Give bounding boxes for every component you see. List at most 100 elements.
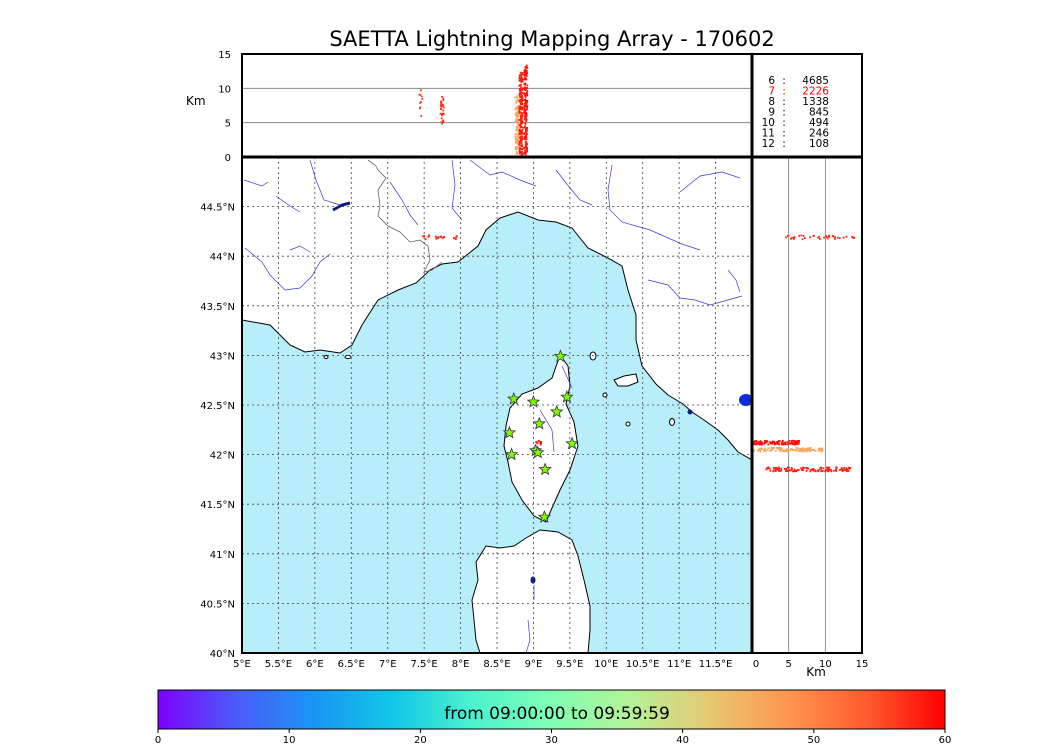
side-source-point	[778, 440, 781, 442]
map-source-point	[427, 235, 430, 238]
side-source-point	[820, 467, 823, 470]
side-source-point	[817, 236, 819, 239]
top-source-point	[521, 135, 523, 138]
top-source-point	[525, 92, 528, 95]
station-star-icon	[507, 391, 521, 405]
side-source-point	[796, 440, 799, 443]
top-source-point	[520, 79, 523, 82]
top-source-point	[518, 140, 521, 143]
top-source-point	[521, 137, 523, 139]
top-source-point	[520, 86, 523, 89]
top-source-point	[525, 118, 528, 120]
side-source-point	[821, 447, 824, 450]
top-source-point	[515, 99, 518, 102]
top-source-point	[515, 114, 518, 116]
count-separator: :	[782, 86, 786, 98]
side-source-point	[776, 442, 779, 445]
top-source-point	[419, 93, 422, 96]
colorbar-tick-label: 20	[414, 735, 427, 746]
top-source-point	[518, 94, 521, 97]
side-source-point	[775, 442, 778, 445]
side-source-point	[821, 448, 824, 451]
side-source-point	[775, 441, 778, 444]
side-source-point	[809, 236, 811, 239]
side-source-point	[851, 236, 854, 238]
top-source-point	[442, 109, 445, 112]
top-source-point	[521, 128, 524, 131]
side-source-point	[821, 449, 824, 452]
side-source-point	[818, 449, 821, 452]
top-source-point	[525, 143, 528, 146]
top-source-point	[519, 147, 522, 150]
top-source-point	[519, 119, 522, 122]
count-separator: :	[782, 96, 786, 108]
top-source-point	[521, 89, 523, 92]
map-xtick-label: 9°E	[525, 659, 543, 670]
top-source-point	[523, 88, 525, 91]
map-ytick-label: 44°N	[210, 252, 235, 263]
side-source-point	[806, 449, 808, 452]
side-source-point	[787, 448, 790, 451]
side-source-point	[840, 468, 843, 471]
top-source-point	[514, 120, 517, 123]
top-source-point	[520, 139, 523, 142]
map-xtick-label: 5°E	[233, 659, 251, 670]
top-source-point	[515, 119, 518, 121]
top-source-point	[520, 87, 522, 90]
side-source-point	[791, 467, 793, 470]
top-source-point	[524, 70, 526, 73]
top-source-point	[526, 106, 529, 109]
top-source-point	[518, 143, 521, 146]
side-source-point	[826, 466, 829, 469]
side-source-point	[824, 234, 827, 237]
side-source-point	[800, 234, 803, 237]
side-source-point	[776, 440, 779, 443]
top-source-point	[439, 107, 442, 110]
top-source-point	[523, 132, 526, 135]
side-source-point	[754, 443, 756, 446]
top-source-point	[516, 96, 519, 99]
station-id: 10	[762, 117, 775, 129]
top-source-point	[525, 119, 528, 122]
side-source-point	[776, 447, 779, 450]
station-count: 4685	[802, 75, 829, 87]
side-source-point	[823, 236, 825, 239]
side-source-point	[785, 467, 788, 470]
side-source-point	[802, 449, 805, 452]
lakes	[332, 201, 693, 584]
top-source-point	[525, 136, 528, 139]
side-source-point	[777, 448, 780, 451]
map-ytick-label: 40°N	[210, 649, 235, 660]
colorbar-tick-label: 50	[807, 735, 820, 746]
top-source-point	[525, 64, 528, 67]
side-source-point	[783, 442, 786, 445]
side-source-point	[782, 450, 785, 452]
map-ytick-label: 40.5°N	[200, 599, 235, 610]
map-source-point	[536, 442, 539, 445]
count-row: 11: 246	[762, 128, 830, 140]
top-source-point	[523, 107, 526, 110]
top-source-point	[517, 99, 520, 101]
top-source-point	[521, 148, 524, 151]
count-row: 8: 1338	[768, 96, 829, 108]
side-source-point	[766, 440, 768, 443]
top-source-point	[521, 120, 524, 123]
side-source-point	[839, 468, 842, 471]
map-source-point	[455, 235, 458, 238]
top-source-point	[515, 115, 518, 118]
top-source-point	[517, 125, 520, 127]
top-source-point	[523, 118, 526, 121]
top-source-point	[525, 127, 528, 130]
top-source-point	[525, 105, 527, 108]
top-source-point	[516, 138, 519, 141]
top-ylabel: Km	[186, 94, 206, 108]
side-source-point	[813, 234, 815, 237]
top-source-point	[520, 81, 523, 83]
side-source-point	[775, 447, 778, 449]
side-source-point	[792, 470, 795, 473]
map-source-point	[453, 237, 456, 240]
side-source-point	[758, 443, 761, 446]
side-source-point	[800, 467, 802, 470]
side-source-point	[814, 470, 817, 473]
top-source-point	[519, 78, 522, 81]
